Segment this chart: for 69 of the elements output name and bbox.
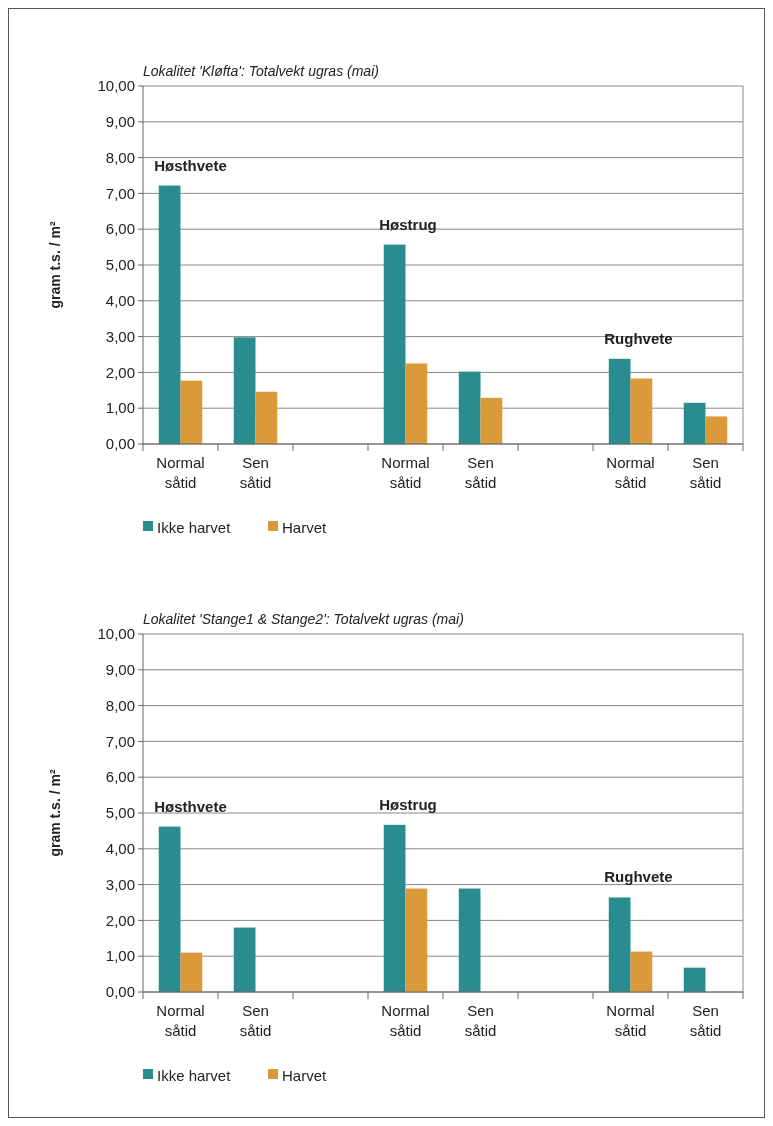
- bar: [383, 824, 406, 992]
- x-tick-label: Normal såtid: [381, 1002, 430, 1039]
- bar: [180, 952, 203, 992]
- bar: [458, 888, 481, 992]
- y-tick-label: 3,00: [105, 327, 135, 345]
- x-tick-label: Sen såtid: [689, 1002, 722, 1039]
- bar: [705, 416, 728, 444]
- y-tick-label: 0,00: [105, 435, 135, 453]
- y-tick-label: 10,00: [97, 625, 135, 643]
- bar: [158, 826, 181, 992]
- y-tick-label: 6,00: [105, 220, 135, 238]
- y-tick-label: 2,00: [105, 363, 135, 381]
- x-tick-label: Sen såtid: [689, 454, 722, 491]
- y-axis-title: gram t.s. / m²: [47, 769, 63, 857]
- chart-title: Lokalitet 'Kløfta': Totalvekt ugras (mai): [143, 63, 379, 79]
- annotation: Høstrug: [379, 795, 437, 813]
- legend-label: Ikke harvet: [157, 1066, 232, 1084]
- bar: [608, 897, 631, 992]
- bar: [405, 363, 428, 444]
- bar: [233, 337, 256, 444]
- x-tick-label: Sen såtid: [239, 1002, 272, 1039]
- legend-label: Ikke harvet: [157, 518, 232, 536]
- x-tick-label: Normal såtid: [606, 1002, 655, 1039]
- annotation: Rughvete: [604, 329, 673, 347]
- y-axis-title: gram t.s. / m²: [47, 221, 63, 309]
- y-tick-label: 2,00: [105, 911, 135, 929]
- bar: [255, 391, 278, 444]
- y-tick-label: 4,00: [105, 840, 135, 858]
- bar: [158, 185, 181, 444]
- y-tick-label: 6,00: [105, 768, 135, 786]
- x-tick-label: Sen såtid: [464, 1002, 497, 1039]
- bar: [480, 397, 503, 444]
- x-tick-label: Normal såtid: [156, 1002, 205, 1039]
- annotation: Høsthvete: [154, 797, 227, 815]
- y-tick-label: 7,00: [105, 732, 135, 750]
- bar: [180, 380, 203, 444]
- y-tick-label: 4,00: [105, 292, 135, 310]
- y-tick-label: 10,00: [97, 77, 135, 95]
- x-tick-label: Normal såtid: [381, 454, 430, 491]
- x-tick-label: Sen såtid: [464, 454, 497, 491]
- y-tick-label: 5,00: [105, 804, 135, 822]
- bar: [630, 378, 653, 444]
- y-tick-label: 5,00: [105, 256, 135, 274]
- chart-title: Lokalitet 'Stange1 & Stange2': Totalvekt ugras (mai): [143, 611, 464, 627]
- y-tick-label: 3,00: [105, 875, 135, 893]
- bar: [683, 967, 706, 992]
- y-tick-label: 1,00: [105, 947, 135, 965]
- y-tick-label: 0,00: [105, 983, 135, 1001]
- bar: [630, 951, 653, 992]
- bar: [233, 927, 256, 992]
- annotation: Høstrug: [379, 215, 437, 233]
- bar: [383, 244, 406, 444]
- x-tick-label: Normal såtid: [606, 454, 655, 491]
- legend-label: Harvet: [282, 1066, 328, 1084]
- annotation: Høsthvete: [154, 156, 227, 174]
- x-tick-label: Sen såtid: [239, 454, 272, 491]
- y-tick-label: 9,00: [105, 661, 135, 679]
- bar: [683, 402, 706, 444]
- y-tick-label: 8,00: [105, 148, 135, 166]
- y-tick-label: 1,00: [105, 399, 135, 417]
- y-tick-label: 9,00: [105, 113, 135, 131]
- bar: [458, 371, 481, 444]
- annotation: Rughvete: [604, 868, 673, 886]
- y-tick-label: 8,00: [105, 696, 135, 714]
- x-tick-label: Normal såtid: [156, 454, 205, 491]
- y-tick-label: 7,00: [105, 184, 135, 202]
- legend-label: Harvet: [282, 518, 328, 536]
- bar: [405, 888, 428, 992]
- bar: [608, 358, 631, 444]
